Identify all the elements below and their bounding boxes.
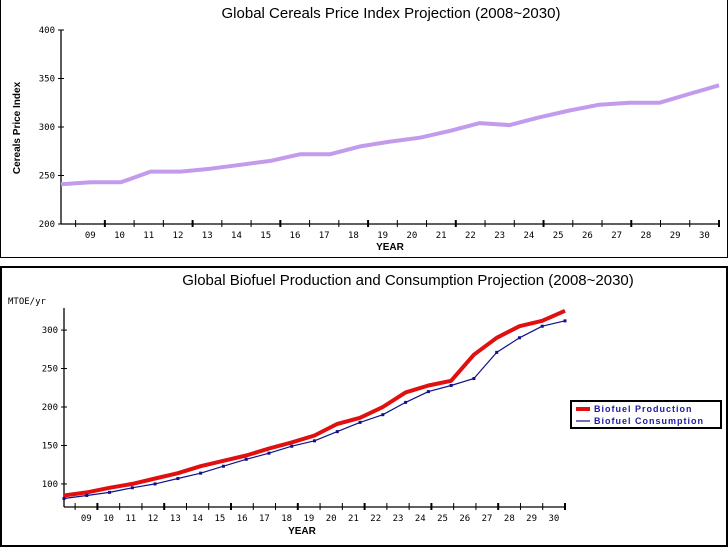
data-point [563,319,567,323]
x-tick-label: 28 [640,231,651,241]
x-tick-label: 26 [582,231,593,241]
x-tick-label: 11 [125,514,136,524]
cereals-chart-panel: Global Cereals Price Index Projection (2… [0,0,728,258]
x-tick-label: 19 [377,231,388,241]
data-point [153,482,157,486]
data-point [244,457,248,461]
data-point [517,336,521,340]
x-tick-label: 27 [482,514,493,524]
x-tick-label: 27 [611,231,622,241]
biofuel-chart: Global Biofuel Production and Consumptio… [8,272,722,537]
x-tick-label: 30 [699,231,710,241]
y-tick-label: 200 [39,220,55,230]
data-point [130,486,134,490]
x-tick-label: 18 [348,231,359,241]
data-point [221,464,225,468]
chart-title: Global Cereals Price Index Projection (2… [222,5,561,22]
x-tick-label: 21 [436,231,447,241]
data-point [313,439,316,443]
axes: 400 350 300 250 200 09 10 11 12 13 14 15 16 17 18 19 20 2… [39,26,720,241]
x-tick-label: 14 [231,231,242,241]
y-tick-label: 250 [42,365,58,375]
data-point [335,430,339,434]
data-point [540,324,544,328]
y-axis-unit: MTOE/yr [8,297,47,307]
x-tick-label: 15 [214,514,225,524]
data-point [62,497,66,501]
x-tick-label: 18 [281,514,292,524]
data-point [381,413,385,417]
series-group [62,308,567,501]
x-tick-label: 19 [304,514,315,524]
data-point [404,400,408,404]
x-tick-label: 30 [548,514,559,524]
data-point [290,444,294,448]
data-point [85,493,89,497]
data-point [495,350,499,354]
x-tick-label: 26 [459,514,470,524]
data-point [108,490,112,494]
x-tick-label: 12 [173,231,184,241]
data-point [199,471,203,475]
x-tick-label: 15 [260,231,271,241]
x-tick-label: 23 [393,514,404,524]
series-line-biofuel-consumption [63,320,566,500]
y-tick-label: 350 [39,75,55,85]
series-group [60,83,720,187]
biofuel-chart-panel: Global Biofuel Production and Consumptio… [0,266,728,547]
x-tick-label: 25 [437,514,448,524]
x-tick-label: 24 [523,231,534,241]
x-tick-label: 17 [259,514,270,524]
x-tick-label: 22 [370,514,381,524]
cereals-chart: Global Cereals Price Index Projection (2… [12,5,720,253]
chart-title: Global Biofuel Production and Consumptio… [182,272,634,289]
x-tick-label: 13 [202,231,213,241]
legend-label-production: Biofuel Production [594,404,693,414]
x-tick-label: 17 [319,231,330,241]
y-tick-label: 100 [42,480,58,490]
panel-separator [0,258,728,266]
x-tick-label: 14 [192,514,203,524]
y-axis-title: Cereals Price Index [12,81,23,174]
x-tick-label: 13 [170,514,181,524]
data-point [472,377,476,381]
x-tick-label: 24 [415,514,426,524]
legend-box [570,400,722,429]
y-tick-label: 300 [42,326,58,336]
legend-label-consumption: Biofuel Consumption [594,416,704,426]
y-tick-label: 200 [42,403,58,413]
x-tick-label: 16 [237,514,248,524]
x-tick-label: 22 [465,231,476,241]
x-tick-label: 25 [553,231,564,241]
x-tick-label: 09 [85,231,96,241]
x-tick-label: 28 [504,514,515,524]
data-point [449,383,453,387]
series-line-cereals-price-index [60,83,720,187]
y-tick-label: 300 [39,123,55,133]
series-line-biofuel-production [63,308,566,498]
legend: Biofuel Production Biofuel Consumption [570,400,722,429]
y-tick-label: 400 [39,26,55,36]
x-tick-label: 21 [348,514,359,524]
y-tick-label: 150 [42,441,58,451]
data-point [426,390,430,394]
data-point [358,420,362,424]
x-axis-title: YEAR [376,242,405,253]
data-point [267,451,271,455]
x-tick-label: 16 [290,231,301,241]
x-tick-label: 20 [407,231,418,241]
x-axis-title: YEAR [288,526,317,537]
x-tick-label: 23 [494,231,505,241]
y-tick-label: 250 [39,172,55,182]
x-tick-label: 10 [103,514,114,524]
x-tick-label: 29 [526,514,537,524]
x-tick-label: 29 [670,231,681,241]
axes: 300 250 200 150 100 09 10 11 12 13 14 15 16 17 18 19 20 2… [42,308,566,524]
x-tick-label: 10 [114,231,125,241]
x-tick-label: 12 [148,514,159,524]
x-tick-label: 20 [326,514,337,524]
x-tick-label: 11 [143,231,154,241]
x-tick-label: 09 [81,514,92,524]
data-point [176,477,180,481]
